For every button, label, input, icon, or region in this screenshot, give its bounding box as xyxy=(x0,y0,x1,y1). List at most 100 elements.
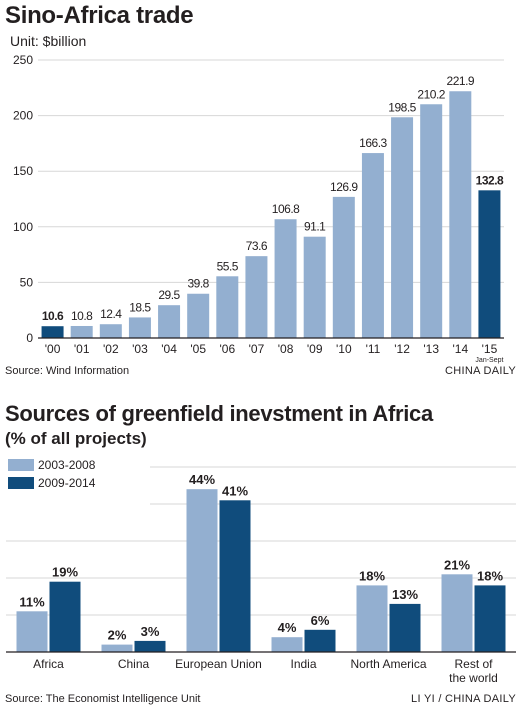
chart1-x-tick-label: '00 xyxy=(45,342,61,356)
chart1-data-label: 132.8 xyxy=(476,173,504,187)
chart1-x-tick-label: '05 xyxy=(190,342,206,356)
chart1-x-tick-label: '11 xyxy=(366,342,381,356)
chart2-bar xyxy=(186,489,218,652)
chart1-y-tick-label: 0 xyxy=(26,331,33,345)
chart2-data-label: 41% xyxy=(222,483,248,498)
chart2-bar xyxy=(16,611,48,652)
chart1-bar xyxy=(420,104,443,338)
chart2-data-label: 13% xyxy=(392,587,418,602)
chart2-category-label: North America xyxy=(350,657,426,671)
chart2-bar xyxy=(219,500,251,652)
chart1-data-label: 166.3 xyxy=(359,136,387,150)
chart1-data-label: 106.8 xyxy=(272,202,300,216)
chart1-bar xyxy=(41,326,64,338)
chart1-x-tick-label: '15 xyxy=(482,342,498,356)
legend-item-series-2: 2009-2014 xyxy=(8,476,95,490)
legend-item-series-1: 2003-2008 xyxy=(8,458,95,472)
chart1-x-tick-label: '09 xyxy=(307,342,323,356)
chart1-data-label: 18.5 xyxy=(129,300,151,314)
chart1-y-tick-label: 50 xyxy=(20,275,34,289)
chart1-bar xyxy=(391,117,414,338)
chart1-x-tick-label: '14 xyxy=(452,342,468,356)
chart1-y-tick-label: 200 xyxy=(13,109,33,123)
chart2-bar xyxy=(101,644,133,652)
chart1-bar xyxy=(478,190,501,338)
chart2-bar xyxy=(134,640,166,652)
chart1-bar xyxy=(245,256,268,338)
chart2-category-label: India xyxy=(290,657,316,671)
chart1-data-label: 12.4 xyxy=(100,307,122,321)
chart1-x-tick-label: '06 xyxy=(219,342,235,356)
chart1-title: Sino-Africa trade xyxy=(5,2,194,29)
chart2-data-label: 6% xyxy=(311,613,330,628)
chart2-credit: LI YI / CHINA DAILY xyxy=(411,693,516,705)
chart1-data-label: 10.8 xyxy=(71,309,93,323)
chart1-bar xyxy=(303,236,326,338)
chart2-bar xyxy=(271,637,303,652)
chart2-data-label: 18% xyxy=(359,568,385,583)
chart2-subtitle: (% of all projects) xyxy=(5,429,147,448)
chart1-unit-label: Unit: $billion xyxy=(10,33,87,49)
chart1-x-tick-label: '02 xyxy=(103,342,119,356)
chart1-data-label: 91.1 xyxy=(304,220,326,234)
chart1-data-label: 73.6 xyxy=(246,239,268,253)
chart2-category-label: Rest of xyxy=(454,657,493,671)
chart2-bar xyxy=(49,581,81,652)
chart2-data-label: 21% xyxy=(444,557,470,572)
chart1-data-label: 39.8 xyxy=(188,277,210,291)
chart1-x-tick-label: '01 xyxy=(74,342,90,356)
legend-label-series-2: 2009-2014 xyxy=(38,476,96,490)
chart1-data-label: 10.6 xyxy=(42,309,64,323)
chart1-data-label: 198.5 xyxy=(388,100,416,114)
chart1-x-tick-label: '07 xyxy=(249,342,265,356)
chart2-category-label: China xyxy=(118,657,150,671)
chart2-category-label: European Union xyxy=(175,657,262,671)
chart2-data-label: 44% xyxy=(189,472,215,487)
legend-swatch-series-1 xyxy=(8,459,34,471)
chart2-data-label: 19% xyxy=(52,565,78,580)
chart2-data-label: 4% xyxy=(278,620,297,635)
chart1-x-tick-note: Jan-Sept xyxy=(475,357,503,364)
chart1-bar xyxy=(70,325,93,338)
chart1-bar xyxy=(158,305,181,338)
chart1-bar xyxy=(99,324,122,338)
chart1-x-tick-label: '03 xyxy=(132,342,148,356)
chart1-data-label: 55.5 xyxy=(217,259,239,273)
chart1-bar xyxy=(274,219,297,338)
chart1-x-tick-label: '04 xyxy=(161,342,177,356)
chart1-y-tick-label: 100 xyxy=(13,220,33,234)
chart1-x-tick-label: '08 xyxy=(278,342,294,356)
chart2-bar xyxy=(356,585,388,652)
chart1-x-tick-label: '12 xyxy=(394,342,410,356)
legend-label-series-1: 2003-2008 xyxy=(38,458,96,472)
chart1-bar xyxy=(449,91,472,339)
chart1-bar xyxy=(128,317,151,338)
chart2-source: Source: The Economist Intelligence Unit xyxy=(5,693,201,705)
chart2-data-label: 18% xyxy=(477,568,503,583)
chart1-data-label: 29.5 xyxy=(158,288,180,302)
chart1-bar xyxy=(187,293,210,338)
chart2-data-label: 2% xyxy=(108,628,127,643)
chart2-bar xyxy=(474,585,506,652)
chart1-x-tick-label: '10 xyxy=(336,342,352,356)
chart2-bar xyxy=(441,574,473,652)
trade-bar-chart: 0 50 100 150 200 250 10.6 '00 10.8 '01 12.4 '02 18.5… xyxy=(13,53,505,364)
chart2-bar xyxy=(389,603,421,652)
chart1-bar xyxy=(361,153,384,338)
chart1-data-label: 126.9 xyxy=(330,180,358,194)
chart1-credit: CHINA DAILY xyxy=(445,365,516,377)
chart2-data-label: 11% xyxy=(19,594,45,609)
chart1-bar xyxy=(216,276,239,338)
chart2-data-label: 3% xyxy=(141,624,160,639)
legend-swatch-series-2 xyxy=(8,477,34,489)
chart2-bar xyxy=(304,629,336,652)
chart1-bar xyxy=(332,196,355,338)
chart2-category-label: the world xyxy=(449,671,498,685)
chart1-data-label: 221.9 xyxy=(447,74,475,88)
chart1-data-label: 210.2 xyxy=(417,87,445,101)
chart1-y-tick-label: 250 xyxy=(13,53,33,67)
chart1-x-tick-label: '13 xyxy=(423,342,439,356)
chart1-y-tick-label: 150 xyxy=(13,164,33,178)
chart2-category-label: Africa xyxy=(33,657,64,671)
